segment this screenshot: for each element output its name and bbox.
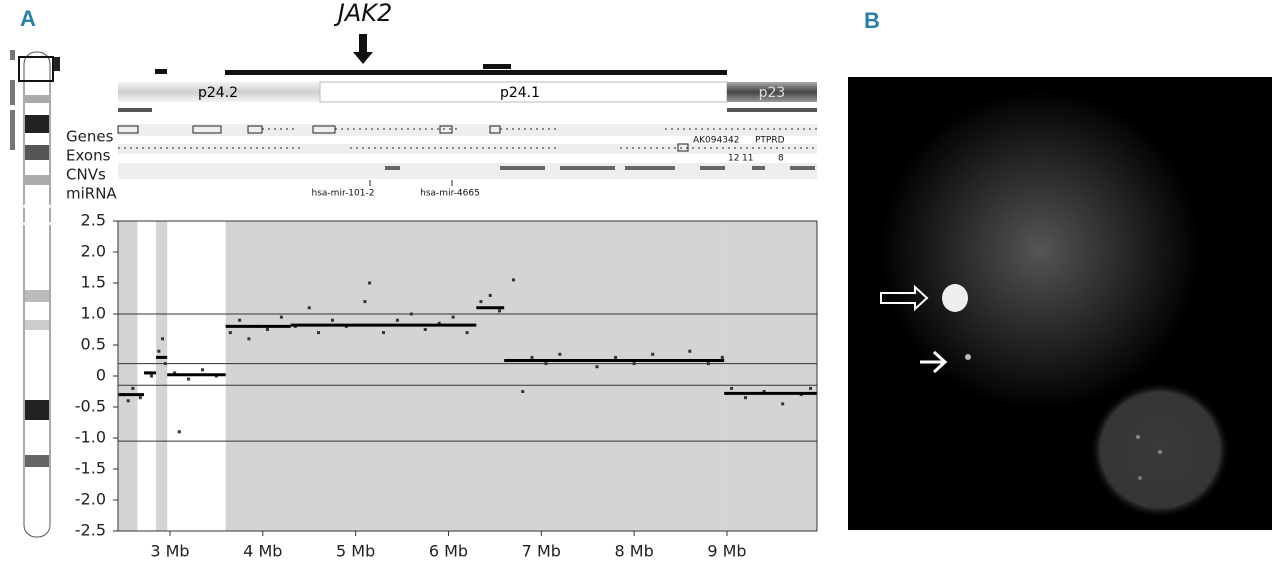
data-point: [781, 402, 785, 406]
data-point: [688, 349, 692, 353]
data-point: [131, 386, 135, 390]
exon-number: 11: [742, 154, 753, 164]
fish-image: [848, 77, 1272, 530]
data-point: [126, 399, 130, 403]
y-tick-label: 1.0: [81, 304, 106, 323]
band-bar: [118, 64, 817, 112]
track-label: Genes: [66, 128, 114, 146]
ideogram: [10, 50, 60, 538]
y-tick-label: -0.5: [75, 397, 106, 416]
data-point: [173, 371, 177, 375]
data-point: [465, 331, 469, 335]
data-point: [744, 396, 748, 400]
data-point: [317, 331, 321, 335]
band-label: p24.2: [198, 85, 238, 101]
track-label: miRNA: [66, 185, 117, 203]
exon-number: 12: [728, 154, 739, 164]
y-tick-label: -2.0: [75, 490, 106, 509]
y-tick-label: -1.5: [75, 459, 106, 478]
gene-name: AK094342: [693, 136, 739, 146]
data-point: [423, 328, 427, 331]
data-point: [330, 318, 334, 322]
y-tick-label: 2.5: [81, 211, 106, 230]
mirna-label: hsa-mir-101-2: [312, 189, 375, 199]
shaded-region: [724, 221, 817, 531]
data-point: [706, 362, 710, 366]
track-label: CNVs: [66, 166, 106, 184]
data-point: [762, 390, 766, 393]
data-point: [149, 374, 153, 378]
data-point: [479, 300, 483, 304]
x-tick-label: 3 Mb: [150, 542, 189, 561]
y-tick-label: 0: [96, 366, 106, 385]
y-tick-label: 1.5: [81, 273, 106, 292]
data-point: [187, 377, 191, 381]
data-point: [163, 362, 167, 366]
data-point: [368, 281, 372, 285]
data-point: [544, 362, 548, 366]
data-point: [161, 337, 165, 341]
x-tick-label: 6 Mb: [429, 542, 468, 561]
shaded-region: [156, 221, 168, 531]
data-point: [177, 430, 181, 434]
data-point: [363, 300, 367, 304]
data-point: [488, 293, 492, 297]
band-label: p24.1: [500, 85, 540, 101]
y-tick-label: 2.0: [81, 242, 106, 261]
y-tick-label: 0.5: [81, 335, 106, 354]
exon-number: 8: [778, 154, 784, 164]
data-point: [200, 368, 204, 372]
x-tick-label: 4 Mb: [243, 542, 282, 561]
data-point: [157, 349, 161, 353]
data-point: [614, 355, 618, 359]
x-tick-label: 9 Mb: [707, 542, 746, 561]
data-point: [437, 321, 441, 325]
y-tick-label: -2.5: [75, 521, 106, 540]
shaded-region: [225, 221, 725, 531]
data-point: [247, 337, 251, 341]
tracks: [117, 124, 817, 186]
data-point: [138, 396, 142, 400]
data-point: [498, 309, 502, 313]
data-point: [409, 312, 413, 316]
data-point: [238, 318, 242, 322]
panel-label: B: [864, 8, 880, 33]
data-point: [228, 331, 232, 335]
data-point: [521, 390, 525, 393]
shaded-region: [118, 221, 138, 531]
band-label: p23: [759, 85, 786, 101]
panel-label: A: [20, 6, 36, 31]
data-point: [381, 331, 385, 335]
data-point: [730, 386, 734, 390]
data-point: [809, 386, 813, 390]
data-point: [451, 315, 455, 319]
data-point: [265, 328, 269, 331]
data-point: [279, 315, 283, 319]
y-tick-label: -1.0: [75, 428, 106, 447]
data-point: [511, 278, 515, 282]
data-point: [307, 306, 311, 310]
data-point: [530, 355, 534, 359]
data-point: [632, 362, 636, 366]
plot-frame: [117, 220, 818, 532]
arrow: [353, 34, 373, 64]
track-label: Exons: [66, 147, 111, 165]
plot: 2.5 2.0 1.5 1.0 0.5 0 -0.5 -1.0 -1.5 -2.0 -2.5 3 Mb…: [75, 211, 818, 561]
x-tick-label: 7 Mb: [522, 542, 561, 561]
x-tick-label: 5 Mb: [336, 542, 375, 561]
data-point: [395, 318, 399, 322]
gene-name: PTPRD: [755, 136, 785, 146]
data-point: [651, 352, 655, 356]
mirna-label: hsa-mir-4665: [420, 189, 480, 199]
data-point: [558, 352, 562, 356]
gene-label: JAK2: [334, 0, 393, 27]
x-tick-label: 8 Mb: [615, 542, 654, 561]
data-point: [595, 365, 599, 369]
data-point: [720, 355, 724, 359]
